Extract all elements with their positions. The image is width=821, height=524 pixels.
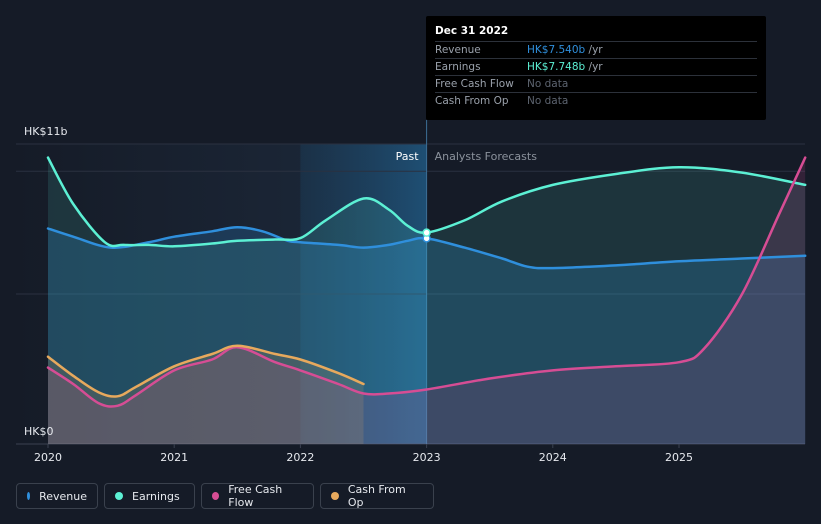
legend-item-revenue[interactable]: Revenue — [16, 483, 98, 509]
x-tick-label: 2024 — [539, 451, 567, 464]
legend-dot-icon — [115, 492, 123, 500]
tooltip-value: No data — [527, 95, 569, 107]
x-tick-label: 2025 — [665, 451, 693, 464]
legend-item-free-cash-flow[interactable]: Free Cash Flow — [201, 483, 314, 509]
tooltip-label: Earnings — [435, 61, 481, 73]
x-tick-label: 2020 — [34, 451, 62, 464]
tooltip-label: Revenue — [435, 44, 481, 56]
x-tick-label: 2023 — [413, 451, 441, 464]
tooltip-value: HK$7.540b /yr — [527, 44, 603, 56]
tooltip-label: Cash From Op — [435, 95, 509, 107]
past-label: Past — [396, 150, 420, 163]
forecast-label: Analysts Forecasts — [435, 150, 538, 163]
x-tick-label: 2021 — [160, 451, 188, 464]
tooltip-row-free-cash-flow: Free Cash Flow No data — [435, 75, 757, 93]
legend-item-earnings[interactable]: Earnings — [104, 483, 195, 509]
series-area-free-cash-flow — [48, 157, 806, 444]
legend-item-cash-from-op[interactable]: Cash From Op — [320, 483, 434, 509]
tooltip-label: Free Cash Flow — [435, 78, 514, 90]
tooltip-value: HK$7.748b /yr — [527, 61, 603, 73]
series-line-free-cash-flow — [46, 156, 807, 408]
series-line-cash-from-op — [46, 344, 365, 398]
tooltip-row-cash-from-op: Cash From Op No data — [435, 92, 757, 110]
legend-dot-icon — [331, 492, 339, 500]
y-axis-bottom-label: HK$0 — [24, 425, 54, 438]
y-axis-top-label: HK$11b — [24, 125, 68, 138]
tooltip-panel: Dec 31 2022 Revenue HK$7.540b /yr Earnin… — [426, 16, 766, 120]
series-area-revenue — [48, 227, 806, 444]
tooltip-date: Dec 31 2022 — [435, 25, 509, 37]
legend-dot-icon — [212, 492, 220, 500]
series-area-earnings — [48, 157, 806, 444]
x-tick-label: 2022 — [286, 451, 314, 464]
legend-label: Revenue — [39, 489, 87, 503]
tooltip-row-earnings: Earnings HK$7.748b /yr — [435, 58, 757, 76]
legend-label: Earnings — [132, 489, 180, 503]
legend-dot-icon — [27, 492, 31, 500]
chart-legend: Revenue Earnings Free Cash Flow Cash Fro… — [16, 483, 434, 511]
series-line-earnings — [46, 156, 807, 248]
series-area-cash-from-op — [48, 345, 364, 444]
series-line-revenue — [46, 225, 807, 270]
legend-label: Cash From Op — [347, 483, 406, 509]
tooltip-row-revenue: Revenue HK$7.540b /yr — [435, 41, 757, 59]
tooltip-value: No data — [527, 78, 569, 90]
legend-label: Free Cash Flow — [228, 483, 283, 509]
data-point-marker — [422, 228, 431, 237]
